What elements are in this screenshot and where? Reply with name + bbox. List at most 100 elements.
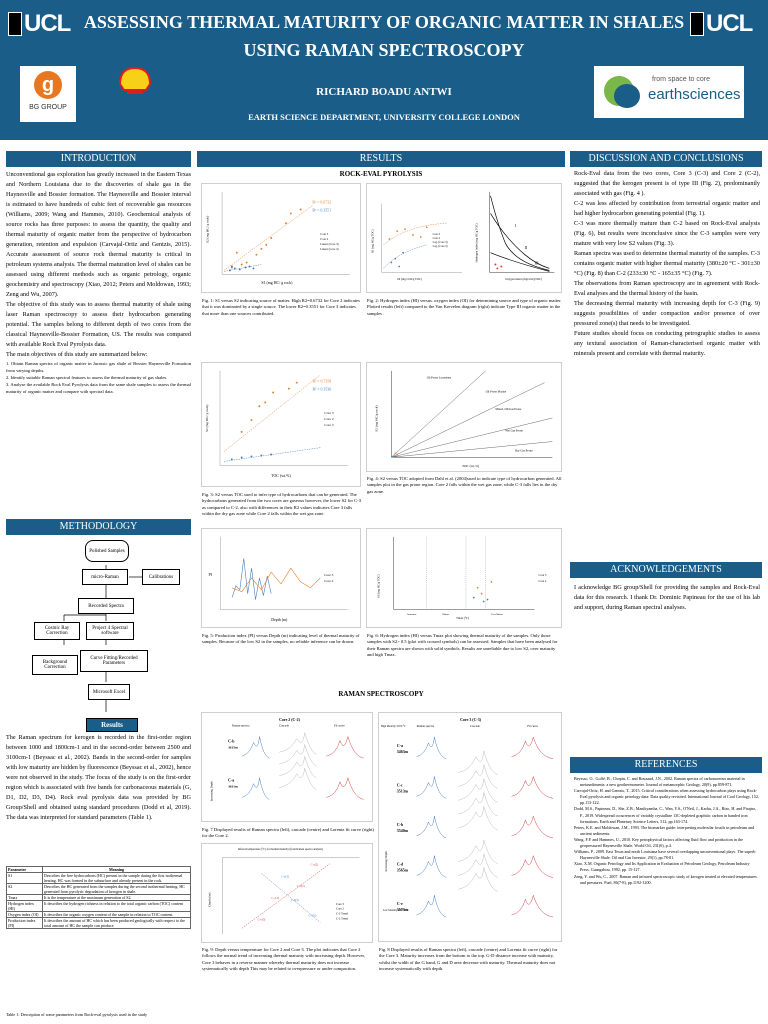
svg-text:Core 3: Core 3	[538, 573, 546, 577]
flow-microsoft-excel: Microsoft Excel	[88, 684, 130, 700]
ucl-logo-left: UCL	[8, 10, 71, 38]
svg-text:Raman spectra: Raman spectra	[417, 724, 435, 728]
svg-text:Oil Prone Marine: Oil Prone Marine	[486, 389, 507, 393]
svg-text:Core 3: Core 3	[320, 232, 328, 236]
fig2b-xlabel: Oxygen index (mgCO2/gTOC)	[505, 277, 542, 281]
fig3-r2-b: R² = 0.3536	[312, 387, 331, 392]
reference-item: Xiao, X.M. Organic Petrology and Its App…	[574, 861, 750, 873]
introduction-body: Unconventional gas exploration has great…	[6, 170, 191, 510]
svg-text:C-b: C-b	[228, 739, 235, 743]
methodology-results-text: The Raman spectrum for kerogen is record…	[6, 734, 191, 821]
fig1-ylabel: S2 (mg HC/ g rock)	[205, 216, 209, 243]
intro-paragraph-2: The objective of this study was to asses…	[6, 301, 191, 348]
discussion-paragraph: C-3 was more thermally mature than C-2 b…	[574, 220, 760, 247]
fig3-caption: Fig. 3: S2 versus TOC used to infer type…	[202, 492, 362, 517]
poster-title-line2: USING RAMAN SPECTROSCOPY	[243, 40, 525, 60]
svg-text:II: II	[525, 246, 528, 250]
fig3-s2-vs-toc-chart: S2 (mg HC/ g rock) TOC (wt.%) R² = 0.735…	[201, 362, 361, 487]
table-row: S2 Describes the HC generated from the sa…	[6, 883, 191, 895]
reference-item: Wang, F.P. and Hammes, U., 2010. Key pet…	[574, 836, 743, 849]
svg-text:Cascade: Cascade	[470, 724, 481, 728]
fig6-hi-vs-tmax-chart: HI (mg HC/g TOC) Tmax (°C) Immature Matu…	[366, 528, 562, 628]
svg-text:Increasing Depth: Increasing Depth	[209, 781, 213, 802]
acknowledgements-text: I acknowledge BG group/Shell for providi…	[574, 584, 760, 611]
svg-text:Linear (Core 3): Linear (Core 3)	[320, 242, 338, 246]
earthsciences-logo: from space to core earthsciences	[594, 66, 744, 118]
svg-text:Core 3: Core 3	[324, 423, 334, 427]
flow-micro-raman: micro-Raman	[82, 569, 128, 585]
flow-recorded-spectra: Recorded Spectra	[78, 598, 134, 614]
ucl-logo-right: UCL	[690, 10, 753, 38]
introduction-heading: INTRODUCTION	[6, 151, 191, 167]
svg-text:C-a: C-a	[397, 743, 403, 748]
svg-text:C-2 Trend: C-2 Trend	[336, 916, 349, 920]
svg-text:C-c: C-c	[397, 782, 403, 787]
svg-text:Cascade: Cascade	[279, 724, 289, 728]
fig3-r2-a: R² = 0.7358	[312, 379, 331, 384]
table-caption: Table 1: Description of some parameters …	[6, 1012, 148, 1017]
shell-logo	[118, 66, 152, 94]
fig6-xlabel: Tmax (°C)	[456, 616, 469, 620]
reference-item: Beyssac, O., Goffé, B., Chopin, C. and R…	[574, 776, 745, 788]
svg-text:Core 2 (C-2): Core 2 (C-2)	[279, 718, 300, 722]
results-heading: RESULTS	[197, 151, 565, 167]
flow-project4: Project 4 Spectral software	[86, 622, 134, 640]
fig3-xlabel: TOC (wt.%)	[271, 473, 291, 478]
fig5-ylabel: PI	[208, 573, 212, 577]
reference-item: Williams, P., 2009. East Texas and north…	[574, 849, 756, 861]
svg-text:Core 2: Core 2	[320, 237, 328, 241]
intro-aim-3: 3. Analyse the available Rock Eval Pyrol…	[6, 382, 191, 394]
svg-text:Core 3: Core 3	[324, 411, 334, 415]
author-name: RICHARD BOADU ANTWI	[316, 86, 452, 98]
references-heading: REFERENCES	[570, 757, 762, 773]
flow-results: Results	[86, 718, 138, 732]
svg-text:Core 2: Core 2	[336, 907, 344, 911]
intro-aims-intro: The main objectives of this study are su…	[6, 351, 148, 358]
fig4-caption: Fig. 4: S2 versus TOC adopted from Dahl …	[367, 476, 562, 494]
discussion-paragraph: C-2 was less affected by contribution fr…	[574, 200, 760, 217]
references-list: Beyssac, O., Goffé, B., Chopin, C. and R…	[574, 776, 760, 1021]
department: EARTH SCIENCE DEPARTMENT, UNIVERSITY COL…	[248, 112, 520, 122]
svg-text:Dry Gas Prone: Dry Gas Prone	[515, 448, 533, 452]
intro-aim-1: 1. Obtain Raman spectra of organic matte…	[6, 361, 191, 373]
table-row: S1 Describes the free hydrocarbons (HC) p…	[6, 872, 191, 884]
svg-text:Core 2: Core 2	[538, 579, 546, 583]
methodology-heading: METHODOLOGY	[6, 519, 191, 535]
svg-text:High Maturity 3.0±0 °C: High Maturity 3.0±0 °C	[381, 725, 406, 728]
svg-text:Core 2: Core 2	[324, 579, 334, 583]
fig9-caption: Fig. 9: Depth versus temperature for Cor…	[202, 947, 365, 972]
fig2-caption: Fig. 2: Hydrogen index (HI) versus. oxyg…	[367, 298, 562, 316]
fig4-ylabel: S2 (mg HC/g rock)	[375, 405, 379, 431]
svg-text:3513m: 3513m	[397, 788, 409, 793]
fig1-r2-a: R² = 0.6732	[312, 201, 331, 205]
svg-text:Post Mature: Post Mature	[491, 613, 503, 616]
svg-text:C-b(3): C-b(3)	[291, 898, 299, 902]
svg-text:Core 2: Core 2	[433, 237, 441, 240]
svg-text:3573m: 3573m	[397, 907, 409, 912]
svg-text:Fit curve: Fit curve	[527, 724, 538, 728]
fig7-caption: Fig. 7 Displayed results of Raman spectr…	[202, 827, 374, 839]
svg-text:C-a: C-a	[228, 779, 234, 783]
svg-text:C-c(3): C-c(3)	[271, 896, 279, 900]
svg-text:C-b(2): C-b(2)	[297, 884, 305, 888]
svg-text:I: I	[515, 224, 517, 228]
reference-item: Dodd, M.S., Papineau, D., She, Z.B., Man…	[574, 806, 757, 824]
svg-text:Fit curve: Fit curve	[334, 724, 345, 728]
svg-text:Mature: Mature	[442, 613, 449, 616]
table-row: Hydrogen index (HI) It describes the hydr…	[6, 900, 191, 912]
svg-text:Immature: Immature	[407, 613, 416, 616]
raman-heading: RAMAN SPECTROSCOPY	[338, 690, 424, 698]
fig8-caption: Fig. 8 Displayed results of Raman spectr…	[379, 947, 558, 972]
fig6-ylabel: HI (mg HC/g TOC)	[377, 574, 381, 597]
flow-calibrations: Calibrations	[142, 569, 180, 585]
fig1-r2-b: R² = 0.3551	[312, 208, 331, 212]
discussion-paragraph: Raman spectra was used to determine ther…	[574, 250, 760, 277]
flow-background-correction: Background Correction	[32, 655, 78, 675]
reference-item: Carvajal-Ortiz, H. and Gentzis, T., 2015…	[574, 788, 759, 806]
fig5-pi-vs-depth-chart: PI Depth (m) Core 3 Core 2	[201, 528, 361, 628]
svg-text:3615m: 3615m	[228, 745, 238, 749]
svg-text:C-b: C-b	[397, 822, 404, 827]
fig9-depth-vs-temperature-chart: Inferred temperature (°C) for thermal ma…	[201, 843, 373, 943]
fig2b-ylabel: Hydrogen Index (mg HC/g TOC)	[475, 223, 479, 262]
svg-text:Log. (Core 3): Log. (Core 3)	[433, 241, 448, 244]
